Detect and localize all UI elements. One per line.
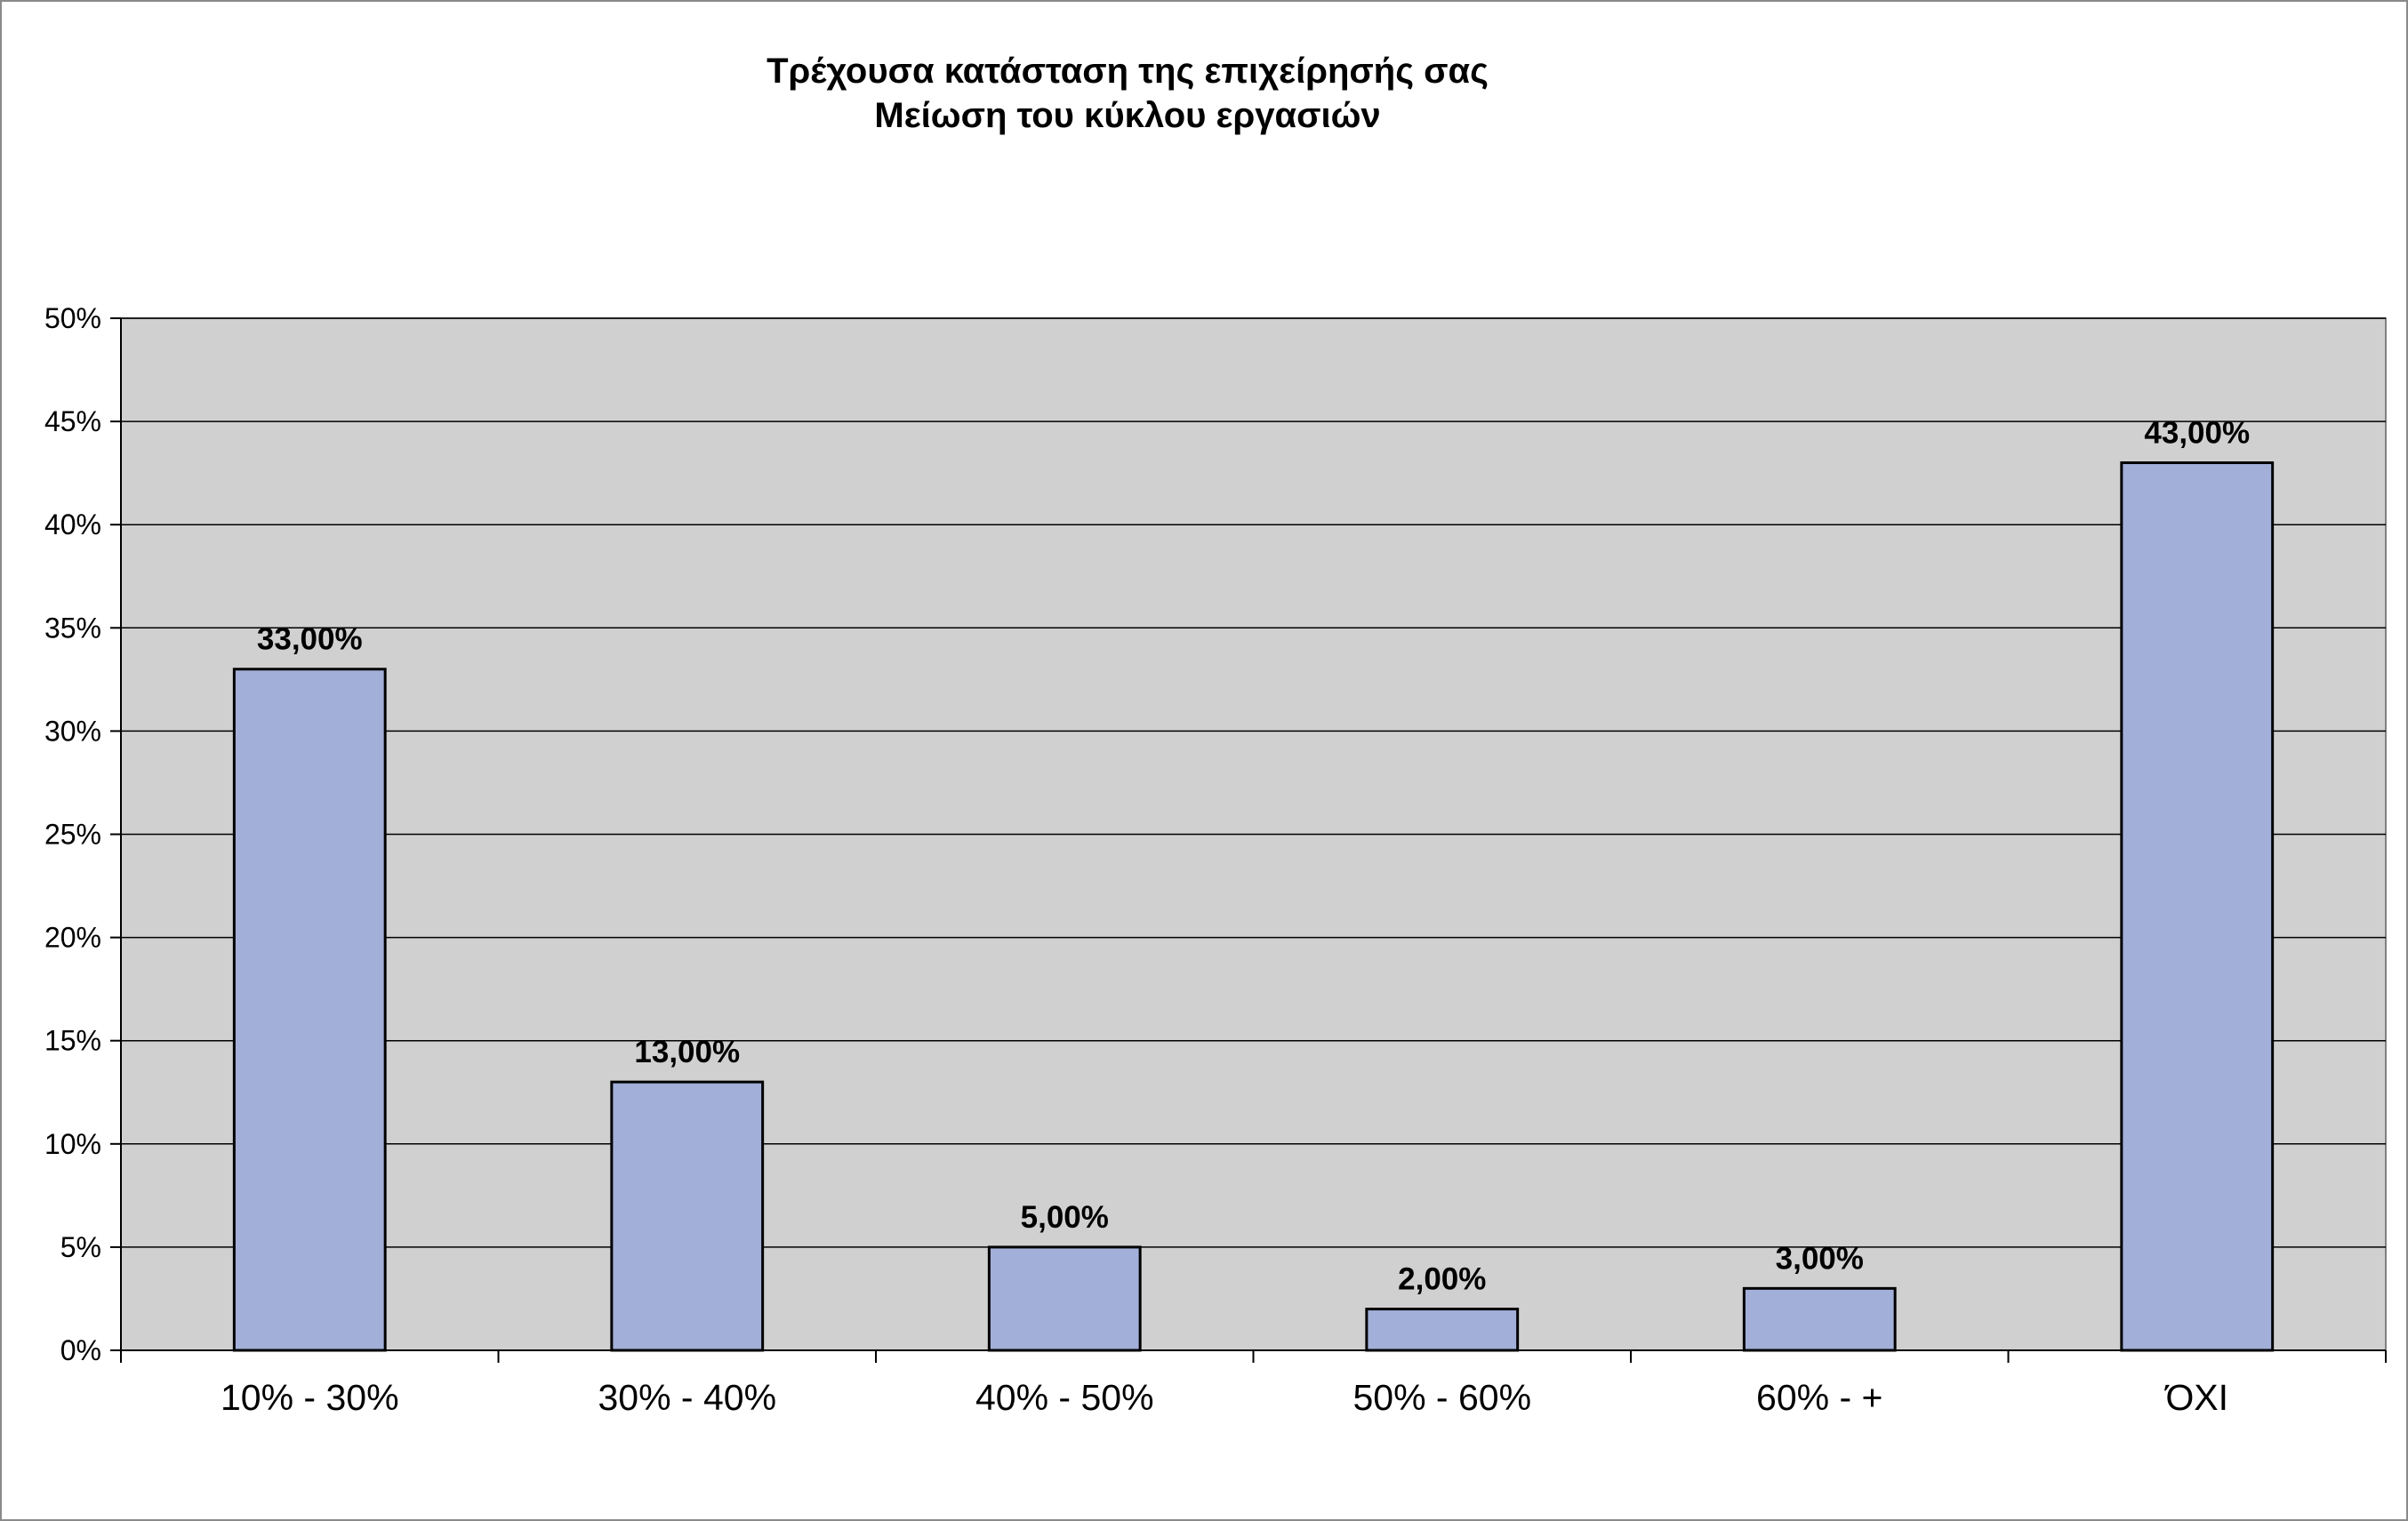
category-label: 10% - 30%	[221, 1377, 399, 1418]
gridlines	[121, 317, 2386, 1248]
y-tick-label: 45%	[44, 405, 101, 437]
y-tick-label: 30%	[44, 715, 101, 747]
category-label: 50% - 60%	[1352, 1377, 1531, 1418]
axes: 0% 5% 10% 15% 20% 25% 30% 35% 40% 45% 50%	[44, 302, 2387, 1366]
y-tick-label: 0%	[60, 1334, 101, 1366]
data-label: 33,00%	[257, 622, 363, 657]
bar	[610, 1080, 765, 1352]
y-tick-label: 15%	[44, 1025, 101, 1057]
bar	[232, 668, 387, 1352]
bar	[2120, 461, 2275, 1352]
y-tick-label: 50%	[44, 302, 101, 334]
data-label: 13,00%	[634, 1035, 740, 1069]
bar	[987, 1245, 1142, 1352]
y-tick-label: 10%	[44, 1128, 101, 1160]
y-tick-label: 5%	[60, 1231, 101, 1263]
category-label: ΌΧΙ	[2164, 1377, 2229, 1418]
data-label: 43,00%	[2144, 416, 2250, 451]
bar	[1742, 1286, 1897, 1352]
chart-title: Τρέχουσα κατάσταση της επιχείρησής σας	[767, 52, 1489, 91]
chart-subtitle: Μείωση του κύκλου εργασιών	[874, 96, 1381, 135]
y-tick-label: 35%	[44, 612, 101, 644]
category-label: 30% - 40%	[598, 1377, 776, 1418]
category-label: 40% - 50%	[975, 1377, 1154, 1418]
bar	[1365, 1308, 1520, 1352]
y-tick-label: 40%	[44, 508, 101, 540]
data-label: 2,00%	[1398, 1262, 1486, 1297]
category-label: 60% - +	[1756, 1377, 1882, 1418]
y-tick-label: 20%	[44, 922, 101, 954]
data-label: 3,00%	[1776, 1241, 1864, 1276]
labels: 33,00% 10% - 30% 13,00% 30% - 40% 5,00% 40% -…	[221, 416, 2250, 1418]
data-label: 5,00%	[1021, 1200, 1109, 1235]
bars	[232, 461, 2275, 1352]
y-tick-label: 25%	[44, 819, 101, 851]
